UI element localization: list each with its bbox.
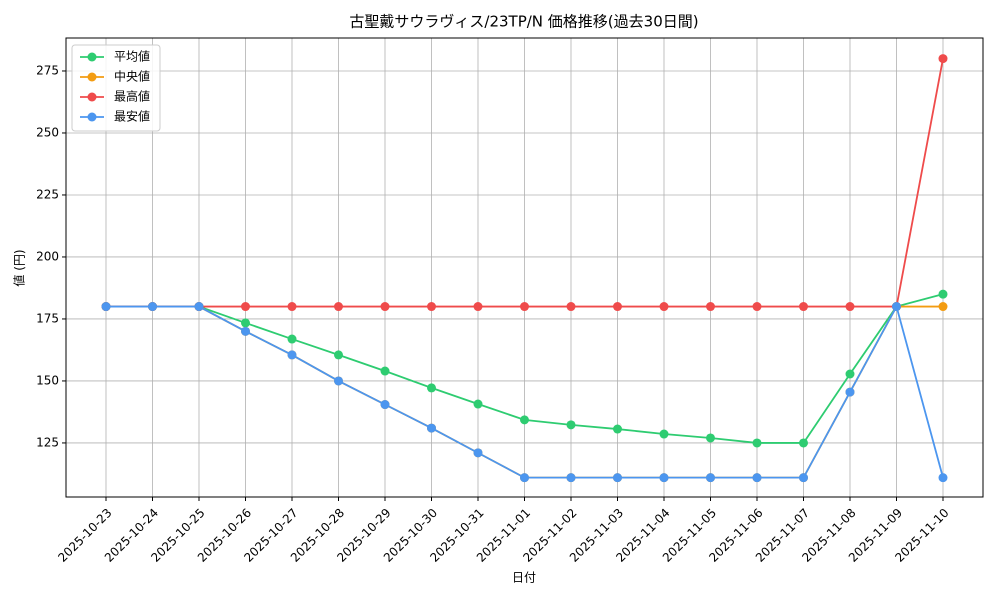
y-tick-label: 200	[36, 249, 59, 263]
data-point	[613, 302, 622, 312]
data-point	[380, 302, 390, 312]
y-tick-label: 225	[36, 187, 59, 201]
legend-label: 最安値	[114, 109, 150, 124]
data-point	[938, 473, 948, 483]
data-point	[380, 366, 390, 376]
data-point	[938, 289, 948, 299]
data-point	[613, 424, 622, 434]
legend-marker	[87, 52, 97, 62]
data-point	[241, 318, 250, 328]
y-tick-label: 250	[36, 125, 59, 139]
data-point	[752, 438, 762, 448]
y-axis-label: 値 (円)	[12, 249, 27, 286]
data-point	[427, 423, 436, 433]
data-point	[659, 302, 669, 312]
legend-marker	[87, 72, 97, 82]
data-point	[706, 433, 715, 443]
data-point	[287, 334, 297, 344]
data-point	[659, 473, 669, 483]
plot-frame	[65, 37, 984, 498]
data-point	[380, 400, 390, 410]
chart-title: 古聖戴サウラヴィス/23TP/N 価格推移(過去30日間)	[349, 13, 698, 31]
data-point	[938, 54, 948, 64]
x-axis-label: 日付	[512, 571, 536, 585]
y-tick-label: 175	[36, 311, 59, 325]
data-point	[520, 302, 529, 312]
data-point	[473, 448, 483, 458]
data-point	[752, 302, 762, 312]
data-point	[566, 302, 576, 312]
legend-marker	[87, 112, 97, 122]
data-point	[845, 302, 855, 312]
data-point	[659, 429, 669, 439]
data-point	[427, 302, 436, 312]
data-point	[892, 302, 901, 312]
data-point	[241, 326, 250, 336]
data-point	[287, 350, 297, 360]
data-point	[148, 302, 157, 312]
data-point	[845, 387, 855, 397]
data-point	[613, 473, 622, 483]
legend-label: 最高値	[114, 89, 150, 104]
legend-label: 中央値	[114, 69, 150, 84]
data-point	[706, 302, 715, 312]
data-point	[799, 438, 808, 448]
data-point	[566, 473, 576, 483]
data-point	[101, 302, 111, 312]
legend-box	[71, 44, 161, 132]
data-point	[241, 302, 250, 312]
y-tick-label: 275	[36, 63, 59, 77]
data-point	[845, 369, 855, 379]
data-point	[520, 415, 529, 425]
data-point	[938, 302, 948, 312]
data-point	[566, 420, 576, 430]
data-point	[473, 399, 483, 409]
data-point	[334, 350, 343, 360]
y-tick-label: 150	[36, 373, 59, 387]
data-point	[799, 473, 808, 483]
data-point	[334, 302, 343, 312]
legend-marker	[87, 92, 97, 102]
y-tick-label: 125	[36, 435, 59, 449]
data-point	[520, 473, 529, 483]
data-point	[752, 473, 762, 483]
data-point	[427, 383, 436, 393]
legend-label: 平均値	[114, 49, 150, 64]
data-point	[287, 302, 297, 312]
data-point	[473, 302, 483, 312]
data-point	[706, 473, 715, 483]
data-point	[799, 302, 808, 312]
data-point	[194, 302, 204, 312]
data-point	[334, 376, 343, 386]
